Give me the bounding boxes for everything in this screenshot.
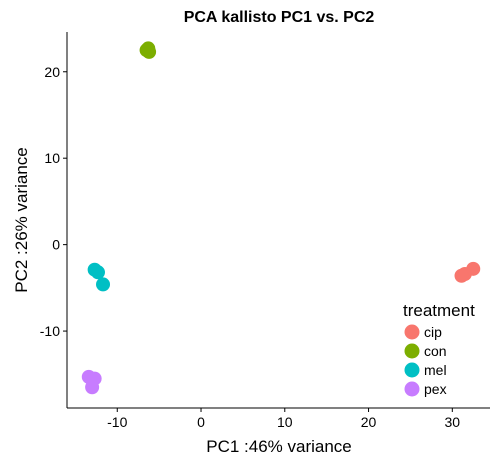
x-tick-label: -10 (107, 414, 127, 430)
y-axis-label: PC2 :26% variance (12, 147, 31, 293)
y-axis-ticks: -10 0 10 20 (40, 64, 67, 339)
data-point-mel (90, 265, 105, 280)
y-tick-label: -10 (40, 323, 60, 339)
legend-label-cip: cip (424, 324, 442, 340)
legend: treatment cip con mel pex (403, 301, 475, 397)
x-tick-label: 0 (197, 414, 205, 430)
legend-swatch-mel (404, 362, 420, 378)
chart-title: PCA kallisto PC1 vs. PC2 (184, 9, 375, 26)
plot-area: -10 0 10 20 30 -10 0 10 20 (40, 32, 490, 430)
x-tick-label: 10 (277, 414, 293, 430)
legend-title: treatment (403, 301, 475, 320)
data-point-pex (85, 380, 100, 395)
data-point-cip (466, 261, 481, 276)
x-axis-label: PC1 :46% variance (206, 437, 352, 456)
y-tick-label: 0 (52, 237, 60, 253)
x-axis-ticks: -10 0 10 20 30 (107, 408, 460, 430)
legend-items: cip con mel pex (404, 324, 447, 397)
data-point-con (139, 43, 154, 58)
legend-label-con: con (424, 343, 447, 359)
legend-swatch-pex (404, 381, 420, 397)
data-points (81, 41, 481, 395)
x-tick-label: 20 (361, 414, 377, 430)
y-tick-label: 20 (44, 64, 60, 80)
x-tick-label: 30 (445, 414, 461, 430)
data-point-mel (96, 277, 111, 292)
y-tick-label: 10 (44, 150, 60, 166)
legend-label-mel: mel (424, 362, 447, 378)
legend-label-pex: pex (424, 381, 447, 397)
legend-swatch-con (404, 343, 420, 359)
legend-swatch-cip (404, 324, 420, 340)
